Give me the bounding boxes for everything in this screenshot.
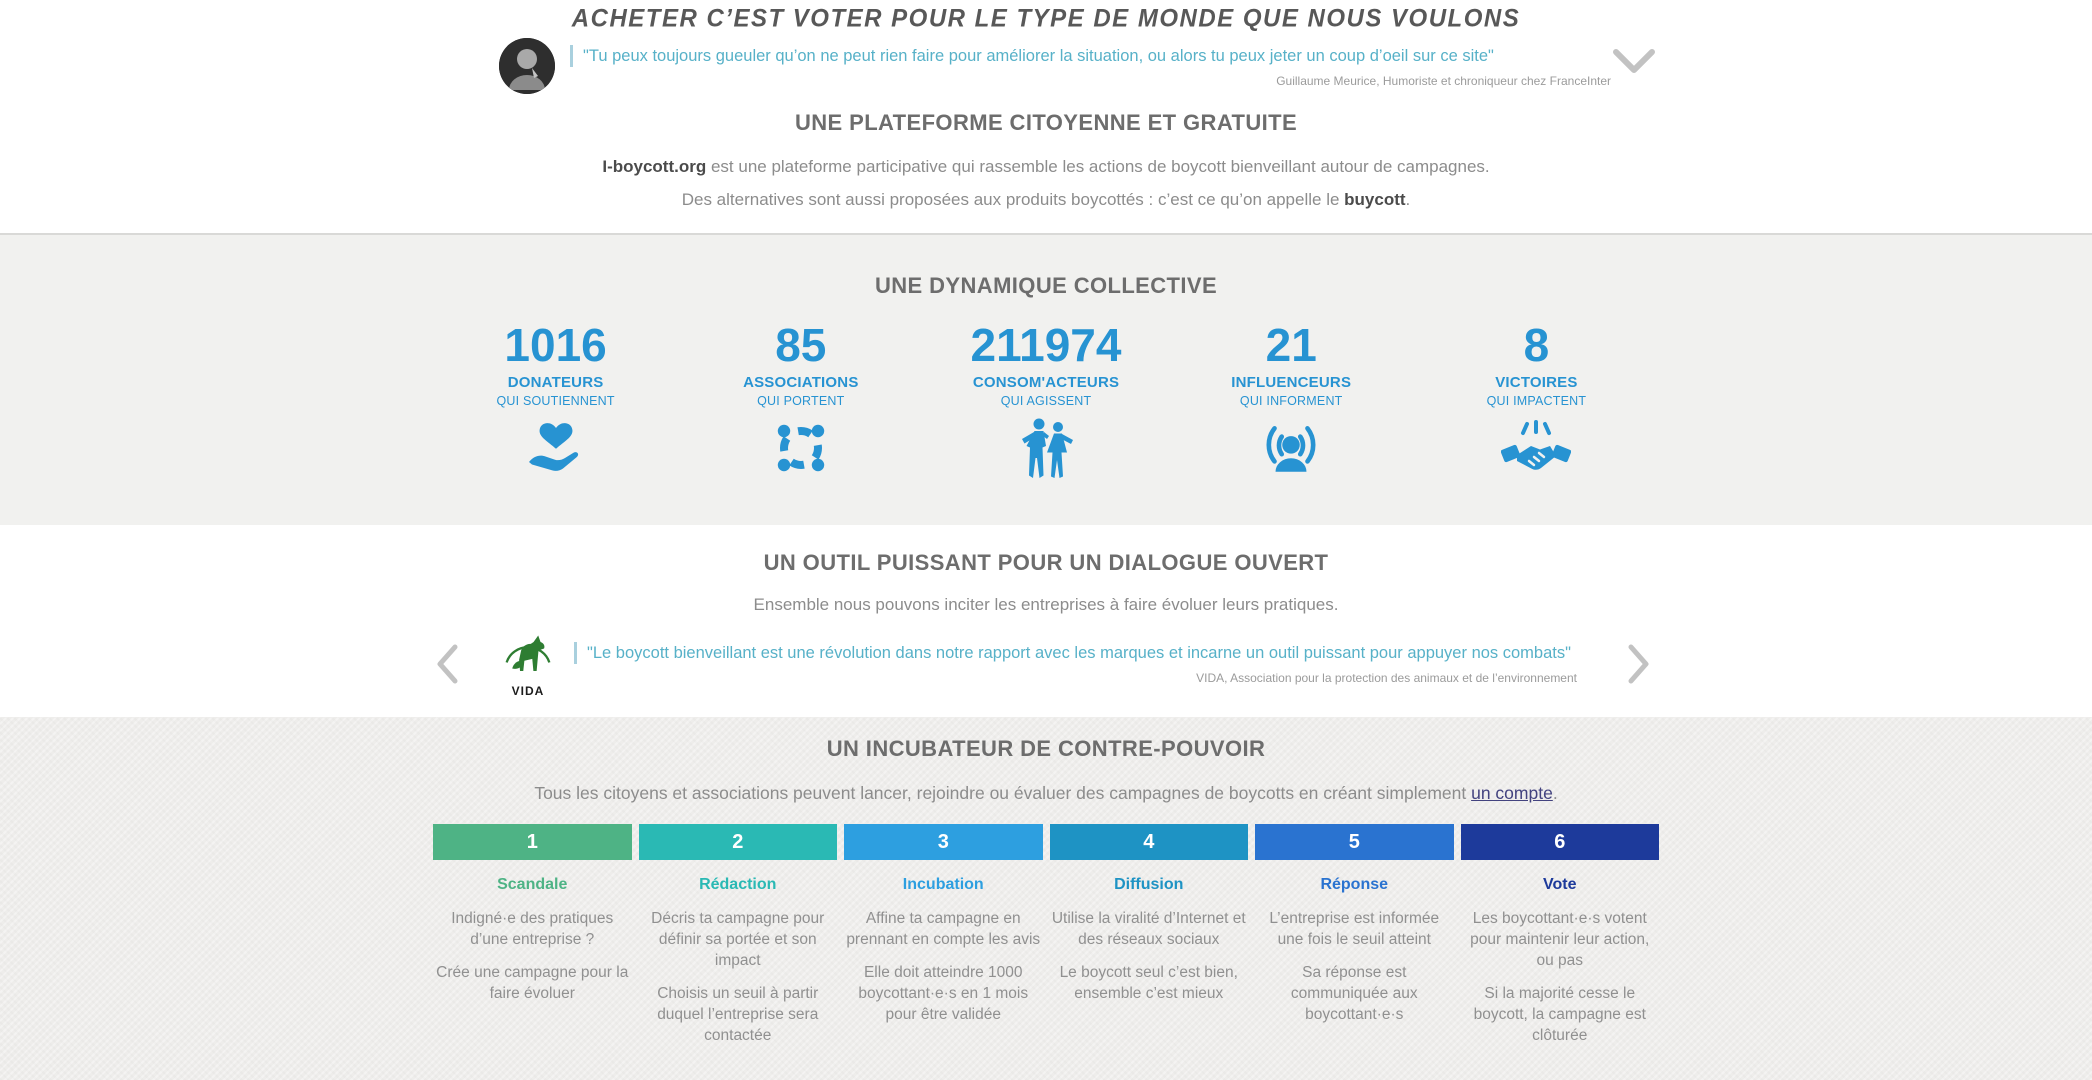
person-portrait-icon	[499, 38, 555, 94]
step-title: Diffusion	[1114, 876, 1184, 893]
step-incubation: 3 Incubation Affine ta campagne en prenn…	[844, 824, 1043, 1058]
vida-animal-icon	[505, 635, 551, 671]
step-redaction: 2 Rédaction Décris ta campagne pour défi…	[638, 824, 837, 1058]
step-description: Affine ta campagne en prennant en compte…	[846, 910, 1041, 1023]
stat-value: 21	[1265, 319, 1317, 371]
superheroes-icon	[923, 416, 1168, 484]
stat-associations: 85 ASSOCIATIONS QUI PORTENT	[678, 321, 923, 484]
steps-row: 1 Scandale Indigné·e des pratiques d’une…	[433, 824, 1659, 1058]
vida-logo: VIDA	[497, 629, 559, 698]
step-title: Scandale	[497, 876, 568, 893]
stat-consomacteurs: 211974 CONSOM'ACTEURS QUI AGISSENT	[923, 321, 1168, 484]
stat-label: CONSOM'ACTEURS	[972, 374, 1120, 392]
incubator-section: UN INCUBATEUR DE CONTRE-POUVOIR Tous les…	[0, 717, 2092, 1080]
step-description: Les boycottant·e·s votent pour maintenir…	[1470, 910, 1650, 1044]
dynamics-title: UNE DYNAMIQUE COLLECTIVE	[874, 273, 1218, 298]
incubator-intro: Tous les citoyens et associations peuven…	[534, 783, 1558, 803]
stat-value: 8	[1523, 319, 1550, 371]
stat-sublabel: QUI PORTENT	[757, 394, 845, 409]
site-name: I-boycott.org	[602, 157, 707, 176]
stat-label: VICTOIRES	[1495, 374, 1578, 392]
chevron-left-icon[interactable]	[433, 642, 467, 686]
step-reponse: 5 Réponse L’entreprise est informée une …	[1255, 824, 1454, 1058]
incubator-title: UN INCUBATEUR DE CONTRE-POUVOIR	[826, 736, 1266, 761]
step-description: Utilise la viralité d’Internet et des ré…	[1051, 910, 1246, 1002]
platform-title: UNE PLATEFORME CITOYENNE ET GRATUITE	[794, 110, 1298, 135]
stat-label: INFLUENCEURS	[1231, 374, 1352, 392]
hand-heart-icon	[433, 416, 678, 484]
quote-author: Guillaume Meurice, Humoriste et chroniqu…	[1276, 73, 1611, 88]
stat-sublabel: QUI IMPACTENT	[1486, 394, 1587, 409]
avatar	[499, 38, 555, 94]
step-description: Décris ta campagne pour définir sa porté…	[651, 910, 825, 1044]
group-circle-icon	[678, 416, 923, 484]
testimonial-carousel-top: "Tu peux toujours gueuler qu’on ne peut …	[433, 38, 1659, 94]
stat-label: DONATEURS	[507, 374, 604, 392]
create-account-link[interactable]: un compte	[1471, 783, 1553, 803]
quote-block: "Tu peux toujours gueuler qu’on ne peut …	[570, 44, 1659, 88]
step-number-badge: 1	[433, 824, 632, 860]
step-number-badge: 4	[1049, 824, 1248, 860]
stat-victoires: 8 VICTOIRES QUI IMPACTENT	[1414, 321, 1659, 484]
handshake-icon	[1414, 416, 1659, 484]
dialogue-subtitle: Ensemble nous pouvons inciter les entrep…	[753, 595, 1339, 614]
quote-block: "Le boycott bienveillant est une révolut…	[574, 642, 1625, 685]
stat-donateurs: 1016 DONATEURS QUI SOUTIENNENT	[433, 321, 678, 484]
step-vote: 6 Vote Les boycottant·e·s votent pour ma…	[1460, 824, 1659, 1058]
step-title: Vote	[1543, 876, 1577, 893]
step-number-badge: 3	[844, 824, 1043, 860]
platform-paragraph-2: Des alternatives sont aussi proposées au…	[681, 190, 1411, 209]
testimonial-carousel-bottom: VIDA "Le boycott bienveillant est une ré…	[433, 629, 1659, 698]
stats-row: 1016 DONATEURS QUI SOUTIENNENT 85 ASSOCI…	[433, 321, 1659, 484]
step-title: Réponse	[1320, 876, 1389, 893]
platform-block: UNE PLATEFORME CITOYENNE ET GRATUITE I-b…	[433, 110, 1659, 210]
dialogue-section: UN OUTIL PUISSANT POUR UN DIALOGUE OUVER…	[0, 525, 2092, 717]
quote-author: VIDA, Association pour la protection des…	[1196, 671, 1577, 685]
step-number-badge: 5	[1255, 824, 1454, 860]
step-diffusion: 4 Diffusion Utilise la viralité d’Intern…	[1049, 824, 1248, 1058]
buycott-term: buycott	[1344, 190, 1406, 209]
dynamics-section: UNE DYNAMIQUE COLLECTIVE 1016 DONATEURS …	[0, 235, 2092, 525]
stat-value: 211974	[970, 319, 1122, 371]
stat-label: ASSOCIATIONS	[743, 374, 859, 392]
broadcast-person-icon	[1169, 416, 1414, 484]
stat-influenceurs: 21 INFLUENCEURS QUI INFORMENT	[1169, 321, 1414, 484]
stat-value: 85	[775, 319, 827, 371]
stat-sublabel: QUI SOUTIENNENT	[496, 394, 615, 409]
quote-text: "Tu peux toujours gueuler qu’on ne peut …	[570, 44, 1659, 67]
hero-section: ACHETER C’EST VOTER POUR LE TYPE DE MOND…	[0, 0, 2092, 235]
dialogue-title: UN OUTIL PUISSANT POUR UN DIALOGUE OUVER…	[763, 550, 1329, 575]
page-headline: ACHETER C’EST VOTER POUR LE TYPE DE MOND…	[571, 4, 1521, 33]
quote-text: "Le boycott bienveillant est une révolut…	[574, 642, 1625, 664]
stat-value: 1016	[504, 319, 607, 371]
step-description: L’entreprise est informée une fois le se…	[1269, 910, 1440, 1023]
chevron-right-icon[interactable]	[1625, 642, 1659, 686]
step-number-badge: 2	[638, 824, 837, 860]
step-title: Incubation	[902, 876, 984, 893]
step-number-badge: 6	[1460, 824, 1659, 860]
platform-paragraph-1: I-boycott.org est une plateforme partici…	[602, 157, 1490, 176]
stat-sublabel: QUI AGISSENT	[1000, 394, 1092, 409]
stat-sublabel: QUI INFORMENT	[1239, 394, 1343, 409]
step-scandale: 1 Scandale Indigné·e des pratiques d’une…	[433, 824, 632, 1058]
vida-logo-text: VIDA	[511, 684, 545, 698]
step-title: Rédaction	[699, 876, 777, 893]
step-description: Indigné·e des pratiques d’une entreprise…	[436, 910, 629, 1002]
chevron-down-icon[interactable]	[1611, 46, 1657, 81]
